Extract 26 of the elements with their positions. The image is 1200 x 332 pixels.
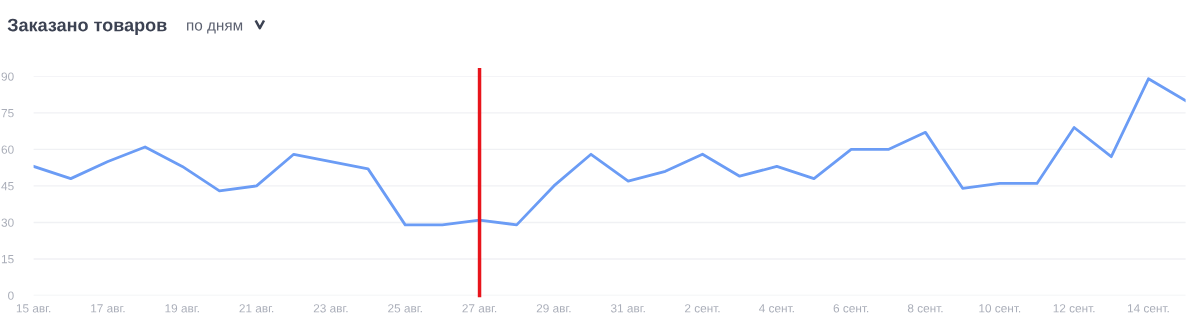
x-tick-label: 10 сент. — [979, 304, 1021, 313]
x-tick-label: 21 авг. — [239, 304, 274, 313]
x-tick-label: 31 авг. — [610, 304, 645, 313]
x-tick-label: 2 сент. — [684, 304, 720, 313]
x-tick-label: 27 авг. — [462, 304, 497, 313]
x-tick-label: 4 сент. — [758, 304, 794, 313]
y-tick-label: 15 — [1, 255, 14, 264]
chart-subtitle: по дням — [187, 22, 243, 34]
x-tick-label: 23 авг. — [313, 304, 348, 313]
x-tick-label: 8 сент. — [907, 304, 943, 313]
x-tick-label: 12 сент. — [1053, 304, 1095, 313]
y-tick-label: 45 — [1, 182, 14, 191]
x-tick-label: 15 авг. — [16, 304, 51, 313]
line-series — [33, 77, 1186, 227]
y-tick-label: 75 — [1, 109, 14, 118]
x-tick-label: 25 авг. — [388, 304, 422, 313]
chart-title: Заказано товаров — [7, 18, 167, 35]
y-tick-label: 30 — [1, 218, 14, 227]
x-tick-label: 29 авг. — [536, 304, 571, 313]
y-tick-label: 90 — [1, 72, 14, 81]
x-tick-label: 19 авг. — [165, 304, 199, 313]
x-tick-label: 6 сент. — [833, 304, 869, 313]
y-tick-label: 60 — [1, 145, 14, 154]
y-tick-label: 0 — [8, 291, 14, 300]
x-tick-label: 17 авг. — [91, 304, 125, 313]
x-tick-label: 14 сент. — [1127, 304, 1169, 313]
